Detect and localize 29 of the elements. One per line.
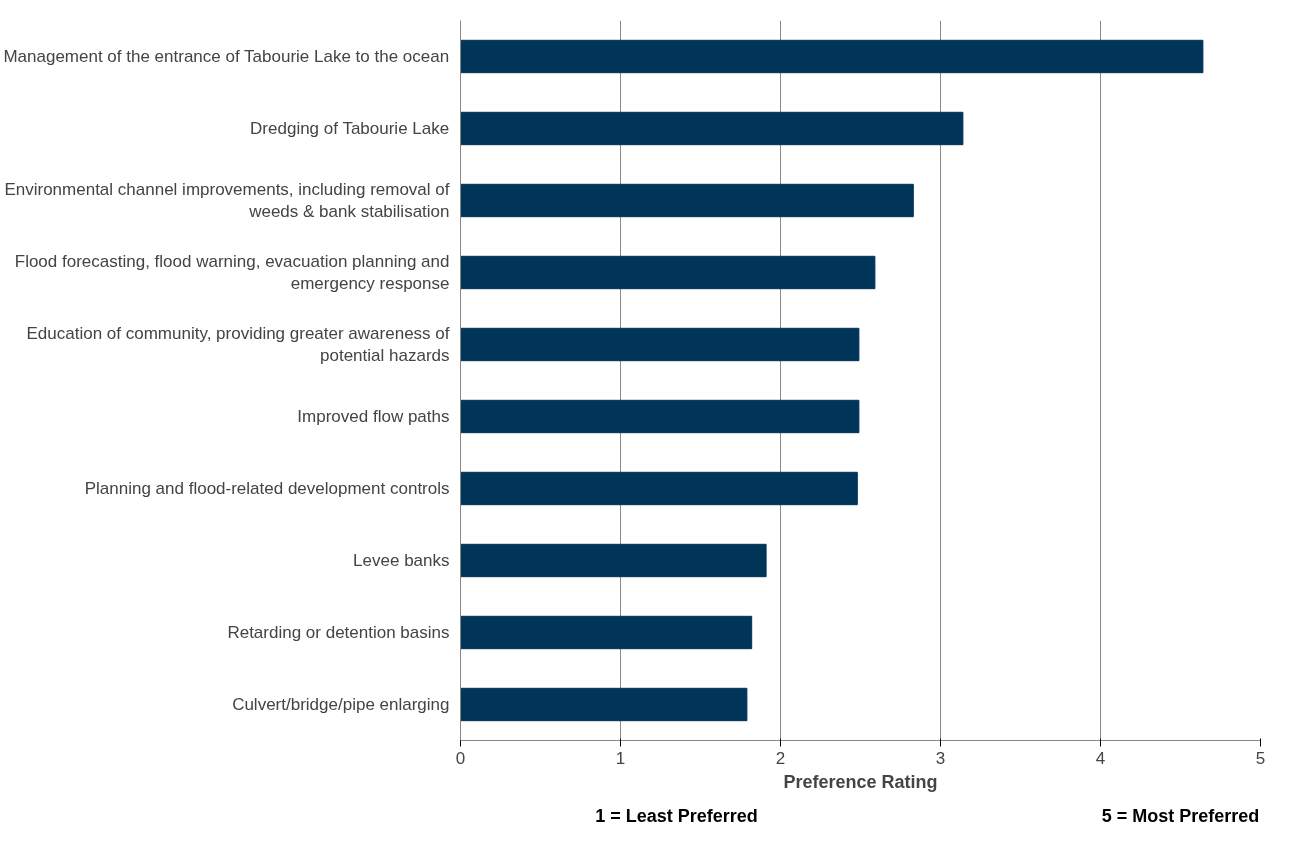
- x-tick-label: 3: [935, 748, 946, 768]
- bar: [460, 255, 876, 290]
- y-tick-label: Management of the entrance of Tabourie Lake to the ocean: [3, 47, 450, 66]
- bar: [460, 399, 860, 434]
- text: 1 = Least Preferred: [595, 805, 758, 826]
- y-tick-label: Education of community, providing greater awareness of potential hazards: [26, 323, 450, 366]
- bar: [460, 471, 858, 506]
- bar: [460, 687, 748, 722]
- x-tick-label: 4: [1095, 748, 1106, 768]
- bar: [460, 615, 753, 650]
- bar: [460, 39, 1204, 74]
- y-tick-label: Planning and flood-related development controls: [84, 479, 450, 498]
- x-tick-label: 1: [615, 748, 626, 768]
- x-tick-label: 5: [1255, 748, 1266, 768]
- y-tick-label: Culvert/bridge/pipe enlarging: [232, 695, 450, 714]
- x-axis-title: Preference Rating: [783, 771, 938, 792]
- y-tick-label: Retarding or detention basins: [227, 623, 450, 642]
- y-tick-label: Levee banks: [353, 551, 450, 570]
- bar: [460, 111, 964, 146]
- y-tick-label: Improved flow paths: [297, 407, 450, 426]
- bar: [460, 327, 860, 362]
- x-tick-label: 2: [775, 748, 786, 768]
- y-tick-label: Dredging of Tabourie Lake: [250, 119, 450, 138]
- bar: [460, 183, 914, 218]
- y-tick-label: Flood forecasting, flood warning, evacuation planning and emergency response: [14, 251, 450, 294]
- bar: [460, 543, 767, 578]
- y-tick-label: Environmental channel improvements, including removal of weeds & bank stabilisation: [4, 179, 450, 222]
- x-tick-label: 0: [455, 748, 466, 768]
- text: 5 = Most Preferred: [1101, 805, 1260, 826]
